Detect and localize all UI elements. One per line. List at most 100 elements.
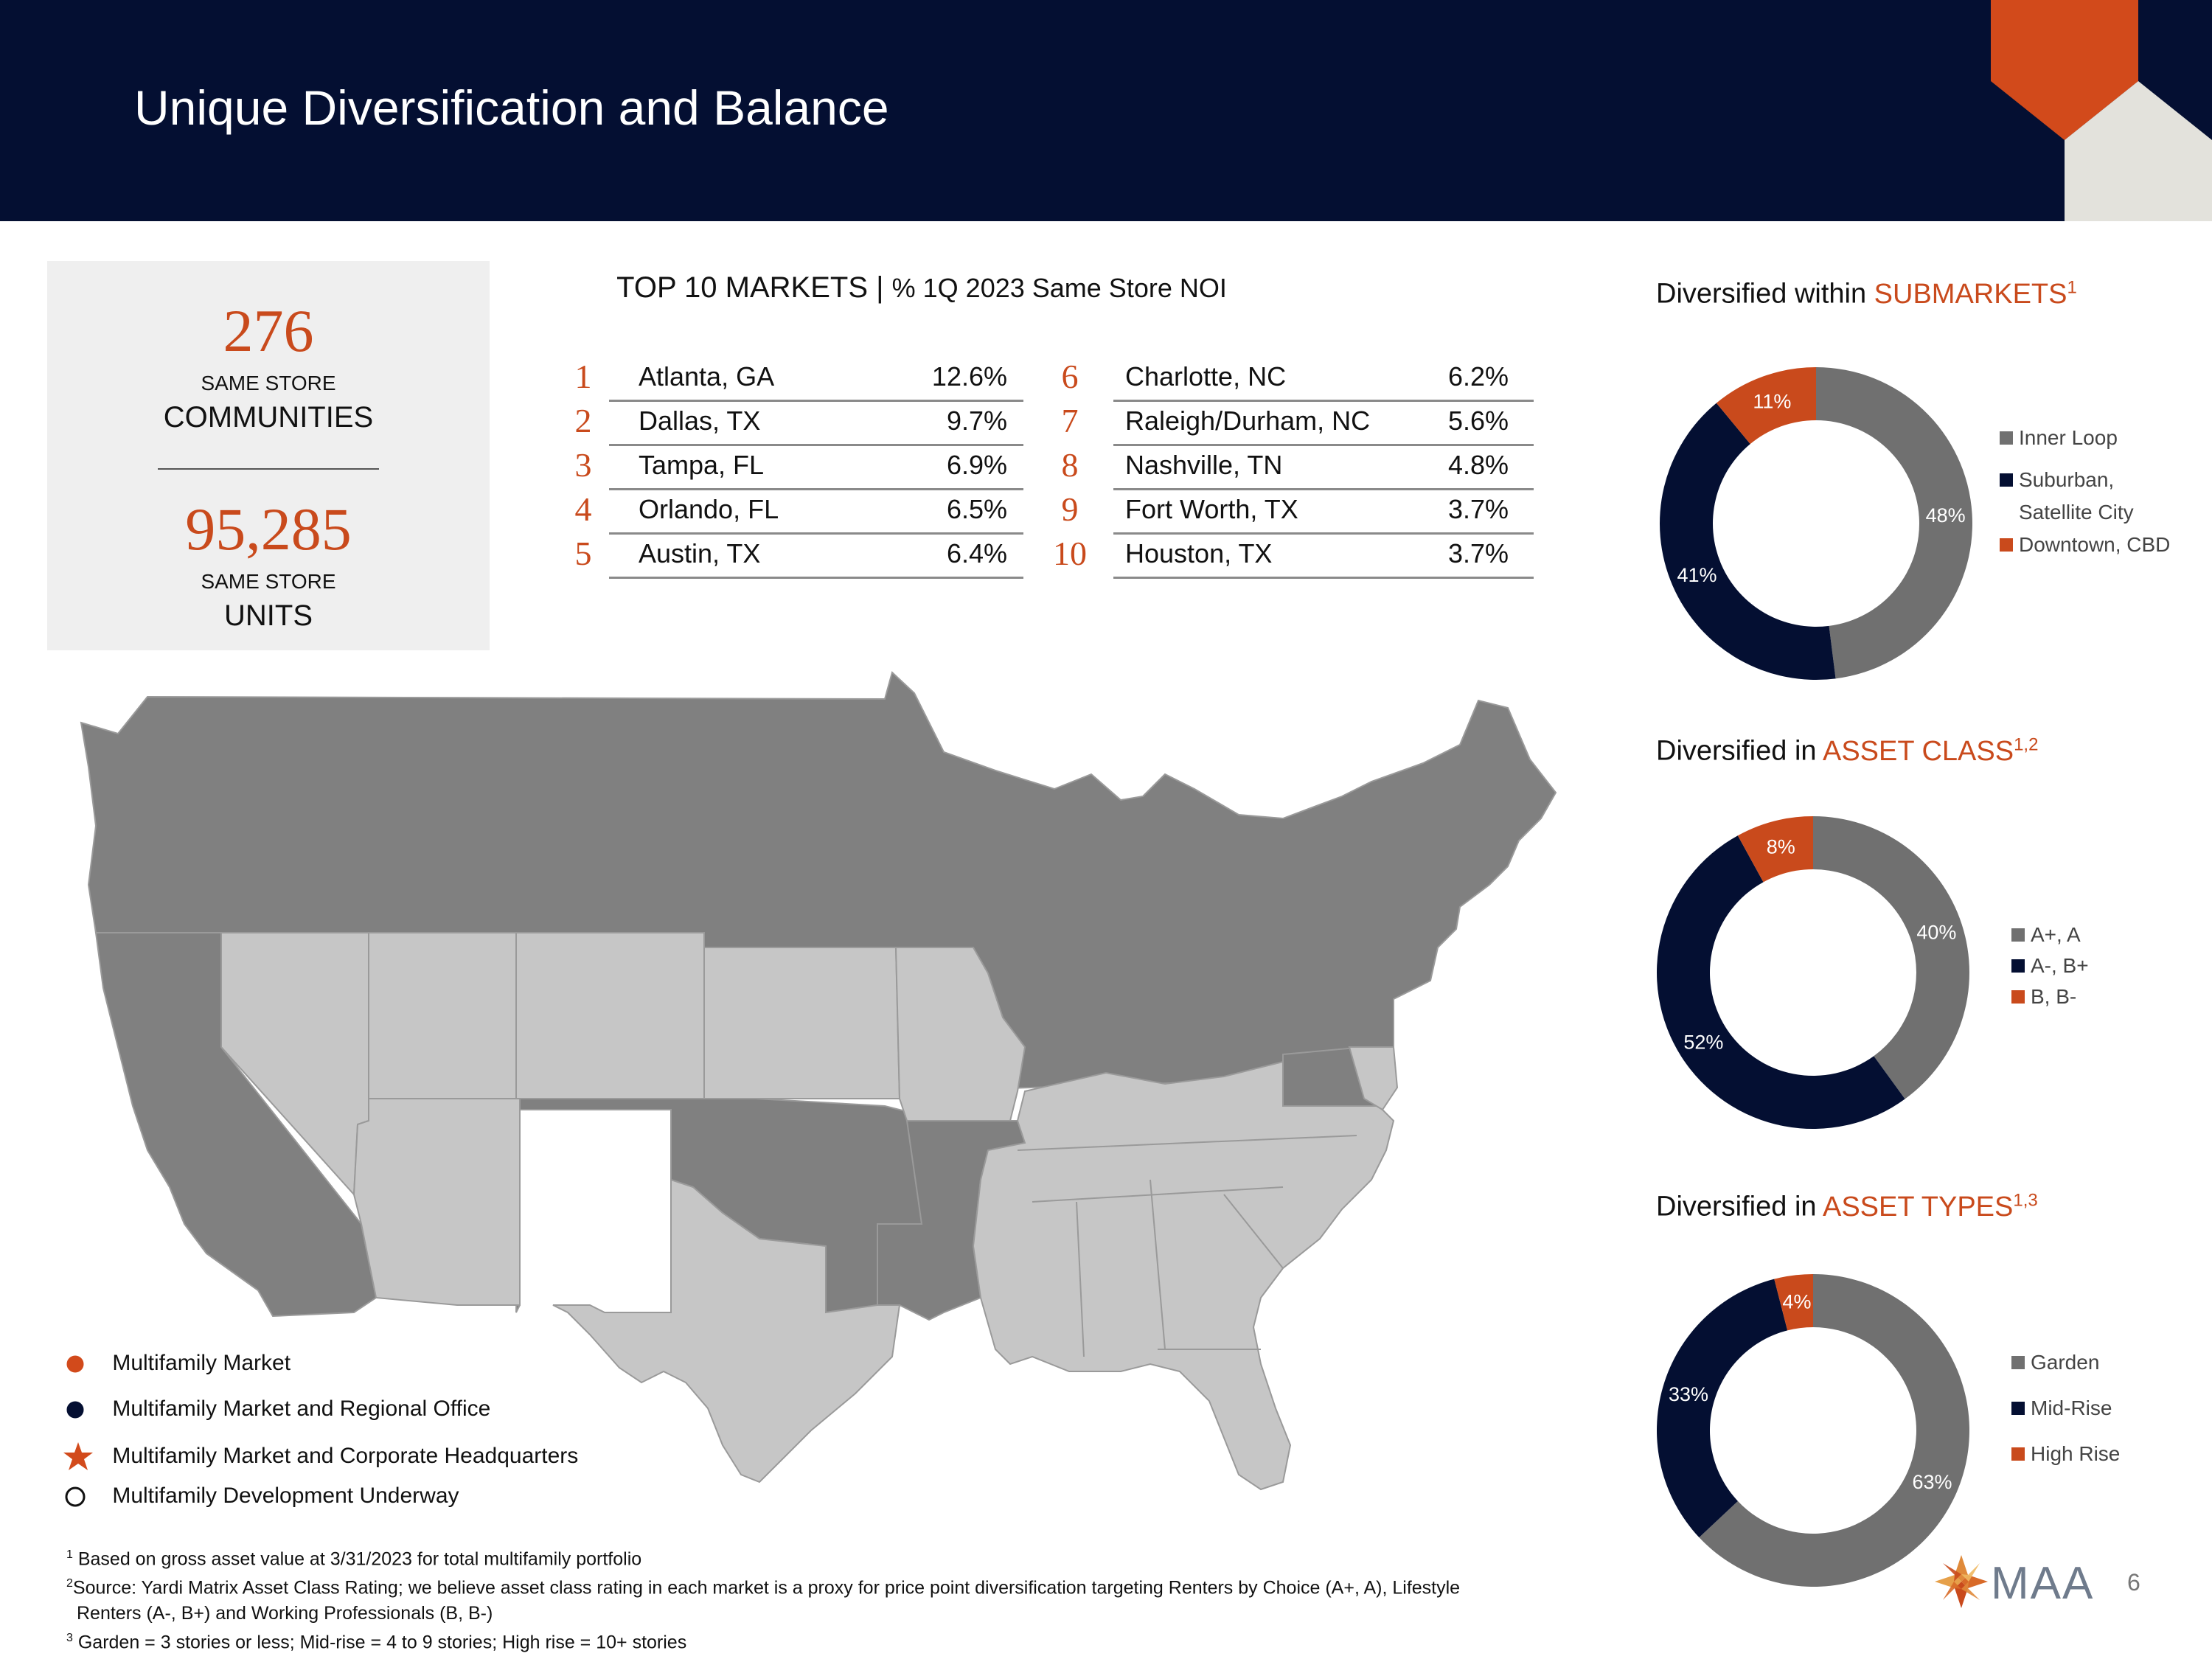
donut-chart: 40% 52% 8% [1656, 816, 1969, 1129]
map-california [94, 932, 378, 1318]
market-percent: 6.9% [946, 450, 1007, 480]
donut-legend-item: B, B- [2011, 985, 2076, 1009]
header-bar: Unique Diversification and Balance [0, 0, 2212, 221]
donut-slice-label: 8% [1767, 836, 1795, 858]
communities-value: 276 [223, 297, 314, 364]
market-name: Fort Worth, TX [1125, 494, 1298, 524]
donut-title-footnote: 1,3 [2013, 1190, 2038, 1210]
map-southeast [972, 1060, 1395, 1491]
market-name: Orlando, FL [639, 494, 779, 524]
legend-label: A-, B+ [2031, 954, 2089, 977]
donut-slice-label: 40% [1916, 922, 1956, 944]
donut-slice-label: 48% [1926, 504, 1966, 526]
ring-icon [65, 1486, 86, 1507]
footnote-2-continued: Renters (A-, B+) and Working Professiona… [77, 1602, 493, 1624]
donut-legend-item: Suburban, [2000, 468, 2114, 492]
maa-logo-icon [1935, 1555, 1988, 1608]
orange-dot-icon [64, 1353, 86, 1375]
donut-slice [1699, 1274, 1969, 1587]
donut-slice-label: 41% [1677, 564, 1717, 586]
legend-label: Downtown, CBD [2019, 533, 2171, 557]
stats-divider [158, 468, 379, 470]
donut-legend-item: Satellite City [2019, 501, 2134, 524]
market-row-divider [609, 444, 1023, 446]
market-rank: 10 [1053, 535, 1087, 572]
market-name: Nashville, TN [1125, 450, 1283, 480]
donut-slice [1657, 1279, 1788, 1538]
footnote-3: 3 Garden = 3 stories or less; Mid-rise =… [66, 1631, 687, 1652]
communities-label-small: SAME STORE [201, 372, 336, 394]
legend-swatch [2011, 928, 2025, 942]
donut-slice [1774, 1274, 1813, 1331]
market-row-divider [1113, 400, 1534, 402]
page-number: 6 [2127, 1569, 2140, 1596]
legend-label: High Rise [2031, 1442, 2121, 1465]
map-state-lines [1017, 1135, 1357, 1357]
top-markets-title: TOP 10 MARKETS | % 1Q 2023 Same Store NO… [516, 271, 1327, 305]
donut-slice [1716, 367, 1816, 445]
market-percent: 4.8% [1447, 450, 1509, 480]
map-marker-layer [0, 0, 1571, 885]
market-row-divider [609, 400, 1023, 402]
market-percent: 12.6% [931, 361, 1007, 392]
legend-swatch [2011, 959, 2025, 973]
market-row-divider [609, 488, 1023, 490]
legend-multifamily-market-label: Multifamily Market [112, 1350, 291, 1375]
legend-corporate-hq: Multifamily Market and Corporate Headqua… [62, 1441, 578, 1473]
donut-title-footnote: 1,2 [2014, 734, 2039, 754]
legend-swatch [2000, 431, 2013, 445]
donut-chart: 63% 33% 4% [1657, 1274, 1969, 1587]
donut-title-footnote: 1 [2067, 277, 2077, 297]
donut-title-accent: ASSET TYPES1,3 [1822, 1190, 2038, 1222]
market-percent: 6.2% [1447, 361, 1509, 392]
donut-slice [1660, 403, 1836, 680]
donut-title-prefix: Diversified in [1656, 1191, 1823, 1222]
market-row-divider [609, 532, 1023, 535]
map-arizona [352, 1098, 521, 1306]
market-rank: 4 [574, 490, 592, 528]
same-store-stats: 276 SAME STORE COMMUNITIES 95,285 SAME S… [47, 261, 490, 650]
donut-legend-item: Inner Loop [2000, 426, 2118, 450]
market-row-divider [1113, 488, 1534, 490]
donut-slice-label: 4% [1782, 1290, 1811, 1312]
legend-label: Mid-Rise [2031, 1397, 2112, 1419]
market-name: Austin, TX [639, 538, 761, 568]
units-label-small: SAME STORE [201, 570, 336, 593]
footnote-2: 2Source: Yardi Matrix Asset Class Rating… [66, 1577, 1461, 1599]
market-name: Charlotte, NC [1125, 361, 1287, 392]
map-nebraska-kansas [703, 947, 901, 1099]
market-percent: 6.5% [946, 494, 1007, 524]
legend-development-label: Multifamily Development Underway [112, 1483, 459, 1508]
market-percent: 6.4% [946, 538, 1007, 568]
donut-title-accent: SUBMARKETS1 [1874, 277, 2077, 310]
donut-title-prefix: Diversified within [1656, 278, 1874, 310]
donut-legend-item: Downtown, CBD [2000, 533, 2170, 557]
market-name: Dallas, TX [639, 406, 761, 436]
donut-slice [1737, 816, 1813, 883]
market-rank: 7 [1061, 402, 1079, 439]
donut-legend-item: Mid-Rise [2011, 1397, 2112, 1420]
map-dark-regions [80, 671, 1557, 1321]
legend-label: Satellite City [2019, 501, 2134, 524]
legend-regional-office: Multifamily Market and Regional Office [62, 1395, 490, 1425]
legend-regional-office-label: Multifamily Market and Regional Office [112, 1396, 491, 1421]
donut-title: Diversified in ASSET CLASS1,2 [1656, 734, 2038, 768]
market-rank: 6 [1061, 358, 1079, 395]
market-rank: 9 [1061, 490, 1079, 528]
map-missouri [894, 947, 1026, 1121]
donut-chart: 48% 41% 11% [1660, 367, 1972, 680]
donut-slice-label: 52% [1683, 1031, 1723, 1053]
legend-label: Garden [2031, 1351, 2100, 1374]
maa-logo-text: MAA [1991, 1558, 2095, 1609]
market-name: Raleigh/Durham, NC [1125, 406, 1371, 436]
legend-label: Suburban, [2019, 468, 2115, 492]
donut-slice-label: 63% [1913, 1471, 1952, 1493]
donut-slice-label: 11% [1753, 390, 1791, 412]
star-icon [63, 1442, 93, 1470]
legend-swatch [2000, 538, 2013, 552]
market-percent: 3.7% [1447, 494, 1509, 524]
legend-swatch [2011, 1447, 2025, 1461]
legend-development: Multifamily Development Underway [62, 1482, 459, 1512]
legend-label: A+, A [2031, 923, 2081, 946]
donut-legend-item: High Rise [2011, 1442, 2120, 1466]
